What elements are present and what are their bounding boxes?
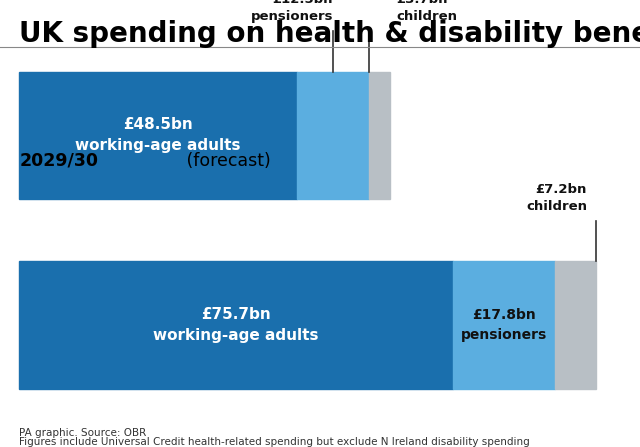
Text: UK spending on health & disability benefits: UK spending on health & disability benef… xyxy=(19,20,640,48)
Text: PA graphic. Source: OBR: PA graphic. Source: OBR xyxy=(19,428,147,438)
Bar xyxy=(19,261,453,389)
Bar xyxy=(369,72,390,199)
Bar xyxy=(555,261,596,389)
Text: £75.7bn
working-age adults: £75.7bn working-age adults xyxy=(154,307,319,343)
Bar xyxy=(19,72,297,199)
Text: £48.5bn
working-age adults: £48.5bn working-age adults xyxy=(76,117,241,153)
Text: 2029/30: 2029/30 xyxy=(19,152,98,170)
Text: (forecast): (forecast) xyxy=(181,152,271,170)
Text: £17.8bn
pensioners: £17.8bn pensioners xyxy=(461,308,547,342)
Text: £3.7bn
children: £3.7bn children xyxy=(397,0,458,23)
Text: £12.5bn
pensioners: £12.5bn pensioners xyxy=(250,0,333,23)
Text: Figures include Universal Credit health-related spending but exclude N Ireland d: Figures include Universal Credit health-… xyxy=(19,437,530,447)
Bar xyxy=(297,72,369,199)
Text: £7.2bn
children: £7.2bn children xyxy=(526,183,587,213)
Bar xyxy=(453,261,555,389)
